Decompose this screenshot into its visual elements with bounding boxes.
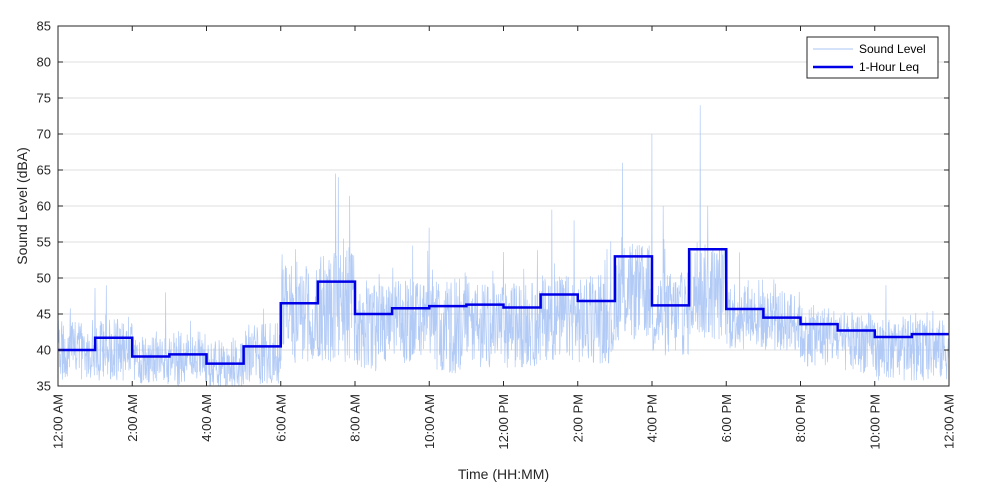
legend-box	[806, 36, 939, 79]
y-axis: 35 40 45 50 55 60 65 70 75 80 85	[37, 19, 949, 394]
x-tick-label: 10:00 AM	[422, 394, 437, 449]
y-tick-label: 65	[37, 163, 51, 178]
y-tick-label: 80	[37, 55, 51, 70]
y-tick-label: 45	[37, 307, 51, 322]
y-tick-label: 55	[37, 235, 51, 250]
legend-label-1-hour-leq: 1-Hour Leq	[859, 60, 919, 74]
legend-label-sound-level: Sound Level	[859, 42, 926, 56]
x-axis: 12:00 AM 2:00 AM 4:00 AM 6:00 AM 8:00 AM 10:0…	[51, 26, 957, 450]
x-axis-title: Time (HH:MM)	[458, 466, 549, 482]
y-tick-label: 50	[37, 271, 51, 286]
x-tick-label: 2:00 AM	[125, 394, 140, 442]
x-tick-label: 12:00 AM	[51, 394, 66, 449]
y-tick-label: 35	[37, 379, 51, 394]
x-tick-label: 10:00 PM	[867, 394, 882, 450]
x-tick-label: 12:00 PM	[496, 394, 511, 450]
leq-series	[58, 247, 949, 365]
y-tick-label: 85	[37, 19, 51, 34]
legend: Sound Level 1-Hour Leq	[806, 36, 939, 79]
x-tick-label: 6:00 AM	[273, 394, 288, 442]
y-tick-label: 40	[37, 343, 51, 358]
y-tick-label: 75	[37, 91, 51, 106]
x-tick-label: 8:00 PM	[793, 394, 808, 442]
y-tick-label: 70	[37, 127, 51, 142]
x-tick-label: 4:00 AM	[199, 394, 214, 442]
x-tick-label: 2:00 PM	[570, 394, 585, 442]
y-tick-label: 60	[37, 199, 51, 214]
x-tick-label: 4:00 PM	[645, 394, 660, 442]
leq-step-line	[58, 247, 949, 365]
y-axis-title: Sound Level (dBA)	[14, 147, 30, 265]
x-tick-label: 8:00 AM	[348, 394, 363, 442]
x-tick-label: 12:00 AM	[942, 394, 957, 449]
x-tick-label: 6:00 PM	[719, 394, 734, 442]
